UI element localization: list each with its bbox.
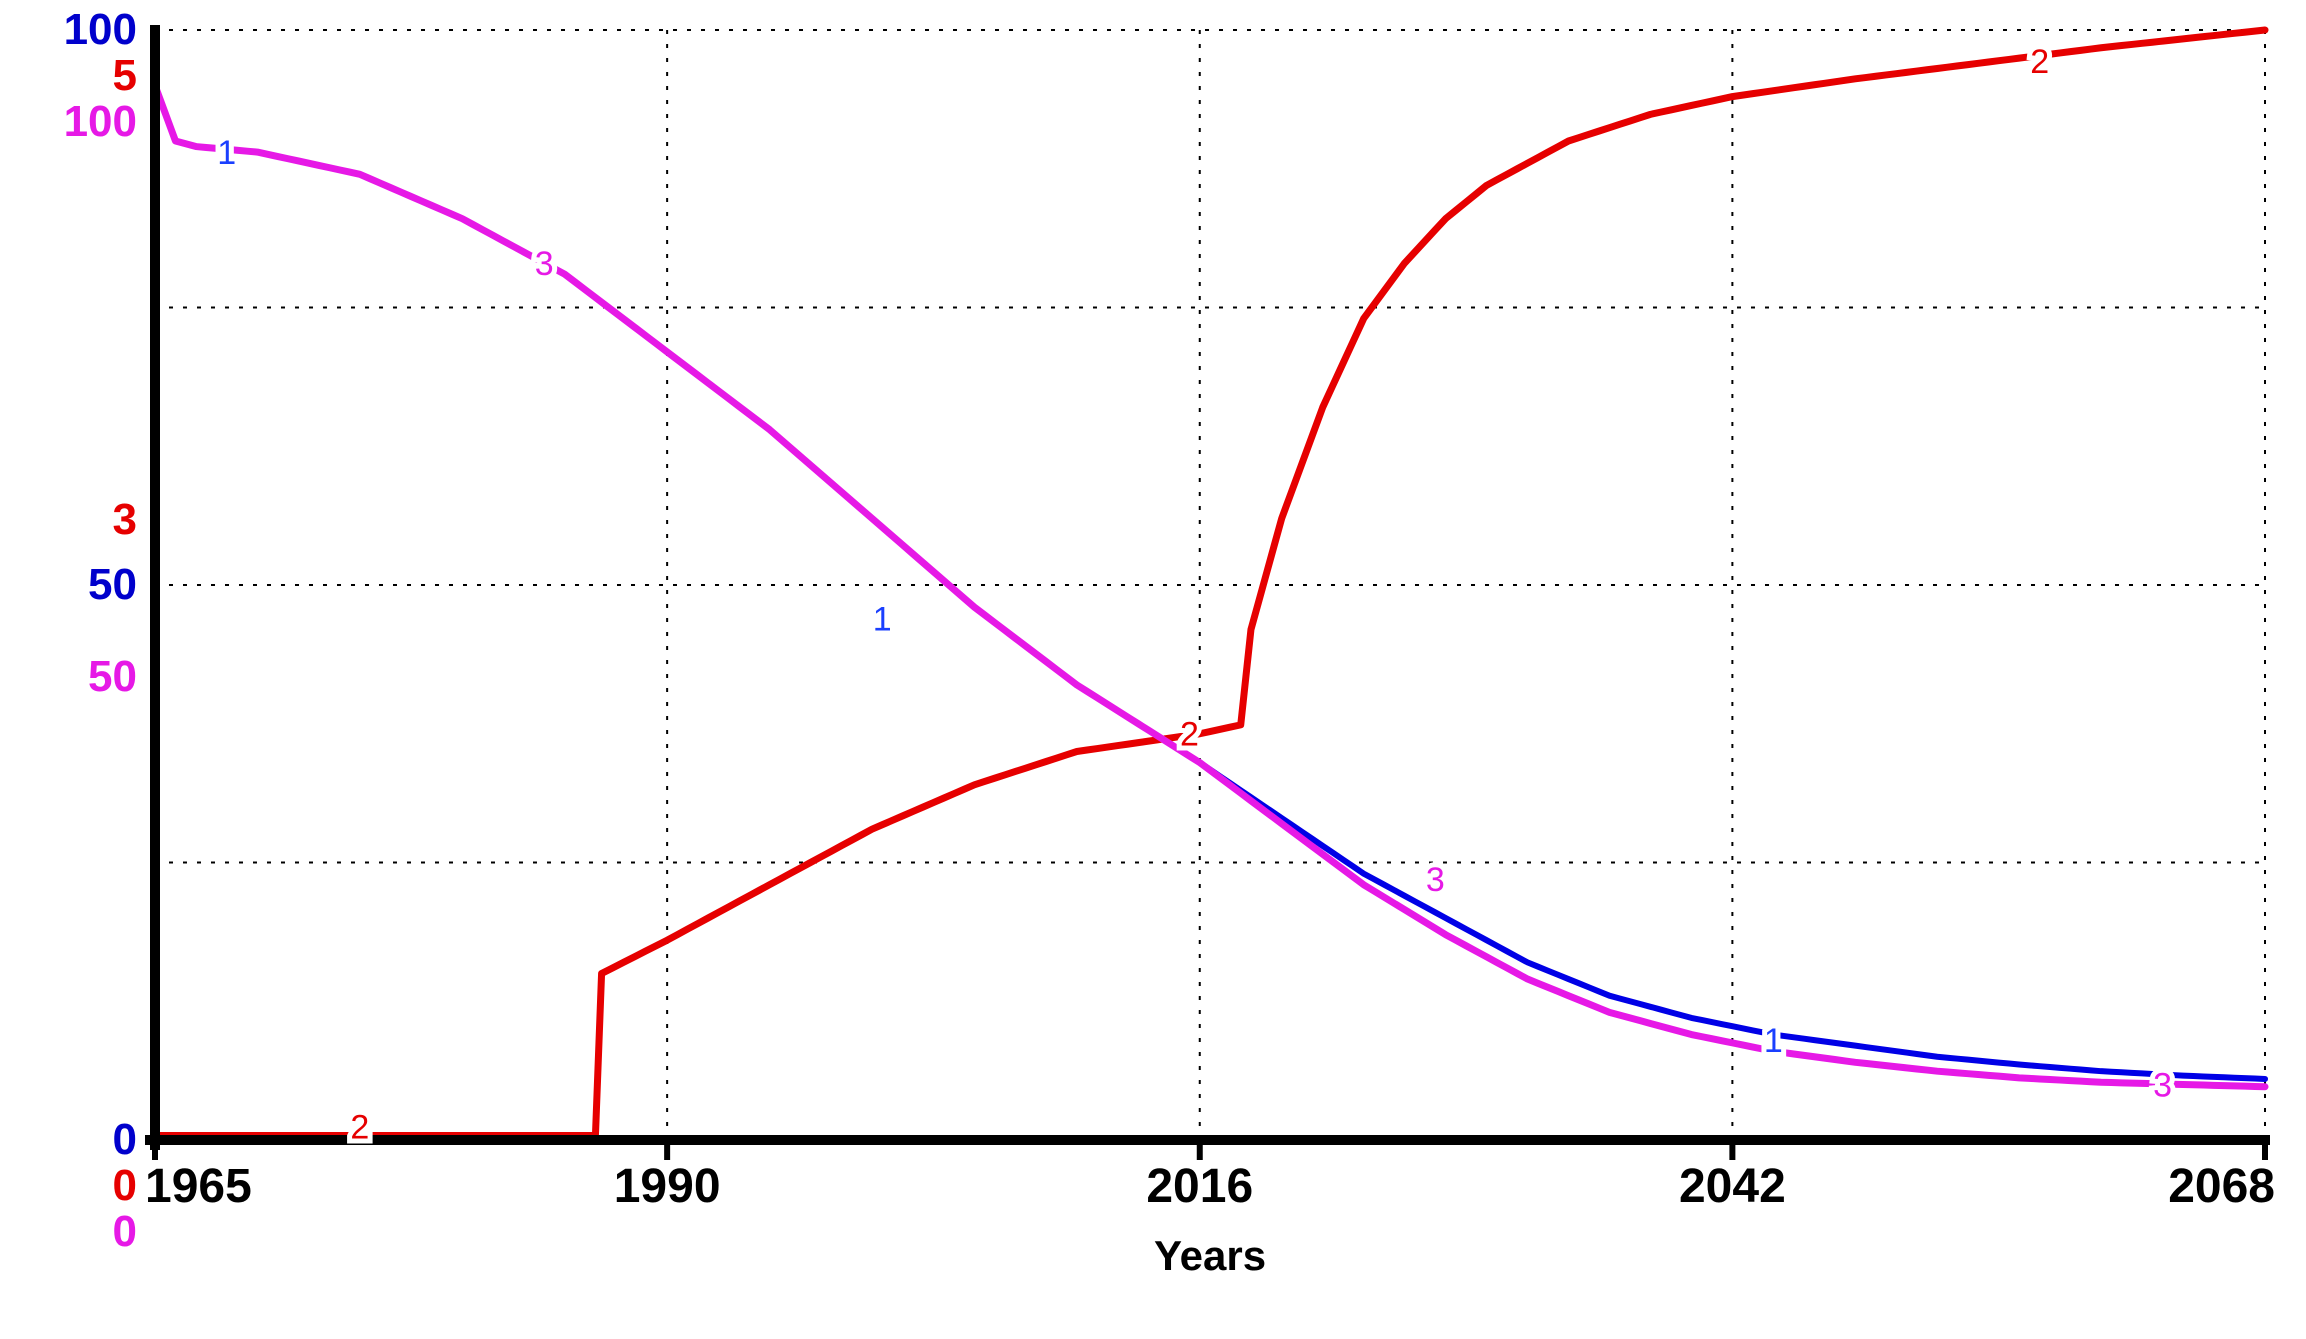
x-axis-title: Years bbox=[1154, 1232, 1266, 1279]
y2-tick-label: 3 bbox=[113, 495, 137, 544]
x-tick-label: 2068 bbox=[2168, 1160, 2275, 1213]
series-2-label: 2 bbox=[1180, 716, 1199, 754]
series-3-label: 3 bbox=[2153, 1067, 2172, 1105]
y3-tick-label: 50 bbox=[88, 652, 137, 701]
x-tick-label: 1965 bbox=[145, 1160, 252, 1213]
series-2-label: 2 bbox=[2030, 43, 2049, 81]
series-1-label: 1 bbox=[1764, 1022, 1783, 1060]
y3-tick-label: 0 bbox=[113, 1207, 137, 1256]
x-tick-label: 2042 bbox=[1679, 1160, 1786, 1213]
y2-tick-label: 0 bbox=[113, 1161, 137, 1210]
y1-tick-label: 0 bbox=[113, 1115, 137, 1164]
x-tick-label: 1990 bbox=[614, 1160, 721, 1213]
series-1-label: 1 bbox=[873, 600, 892, 638]
y2-tick-label: 5 bbox=[113, 51, 137, 100]
y3-tick-label: 100 bbox=[64, 97, 137, 146]
line-chart: 19651990201620422068Years050100035050100… bbox=[0, 0, 2306, 1339]
series-3-label: 3 bbox=[1426, 861, 1445, 899]
x-tick-label: 2016 bbox=[1146, 1160, 1253, 1213]
y1-tick-label: 100 bbox=[64, 5, 137, 54]
series-1-label: 1 bbox=[217, 134, 236, 172]
series-2-label: 2 bbox=[350, 1109, 369, 1147]
y1-tick-label: 50 bbox=[88, 560, 137, 609]
series-3-label: 3 bbox=[535, 245, 554, 283]
chart-container: 19651990201620422068Years050100035050100… bbox=[0, 0, 2306, 1339]
